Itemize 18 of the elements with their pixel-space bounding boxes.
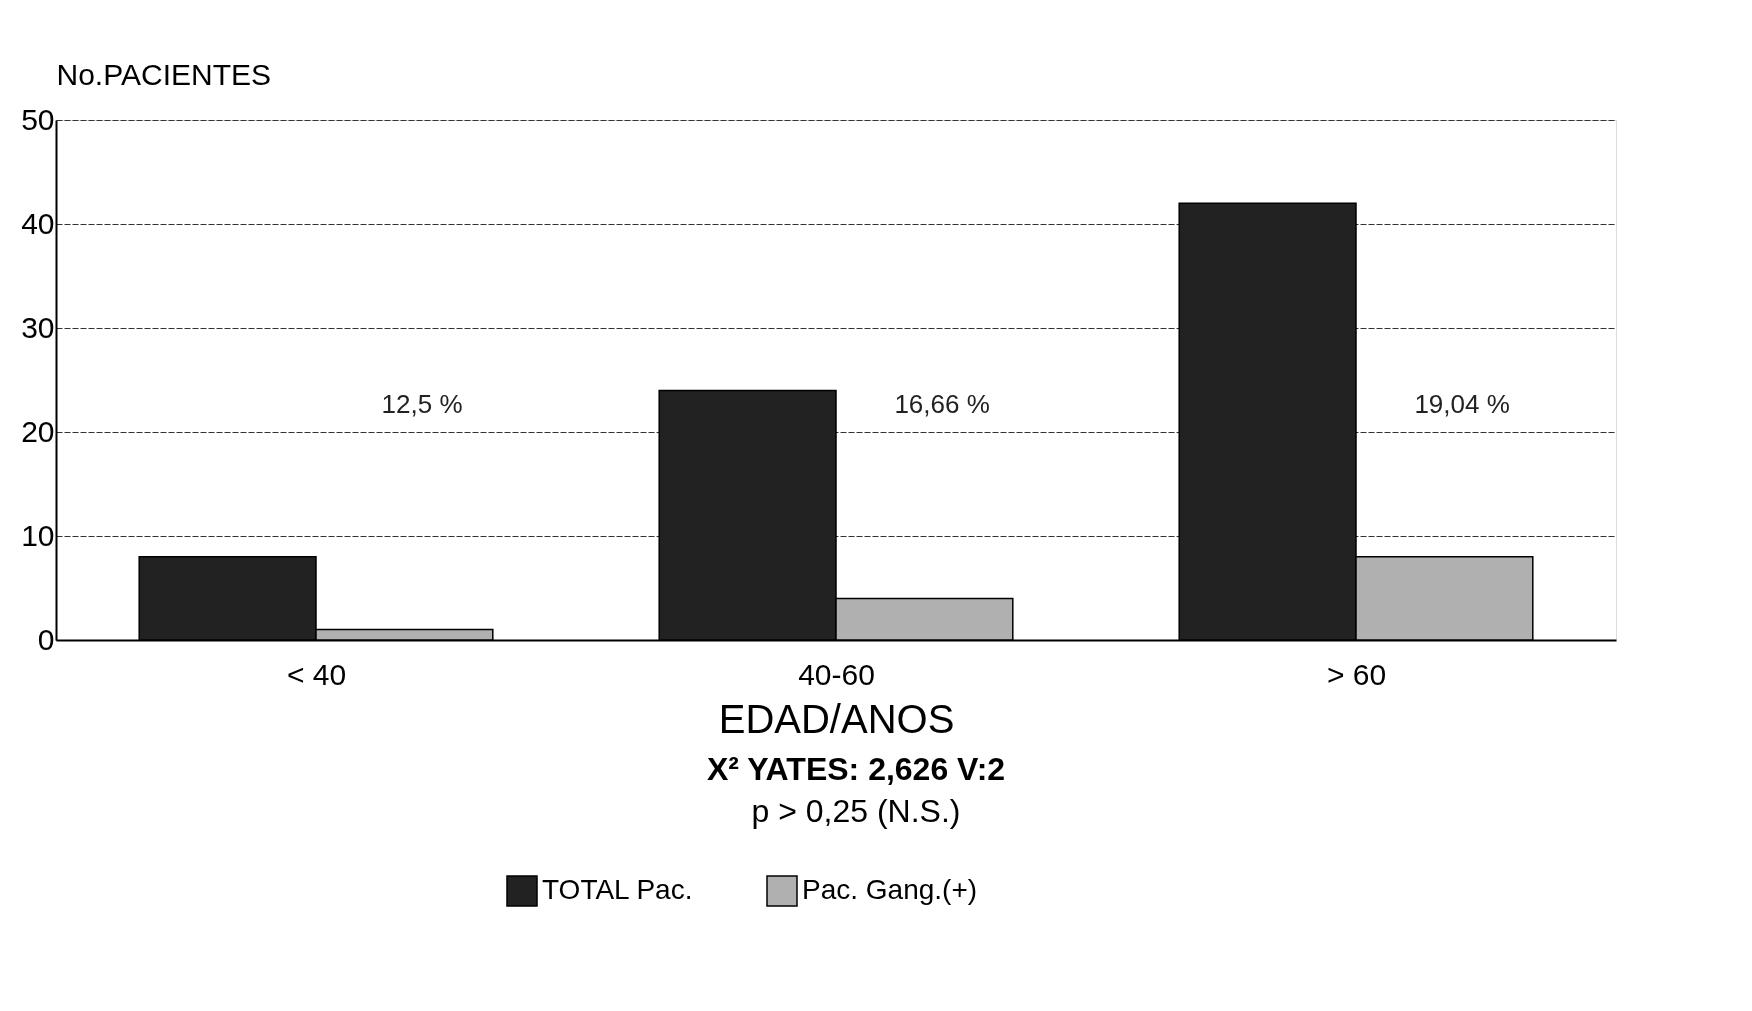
legend-label: Pac. Gang.(+) [802,874,978,905]
x-tick-label: > 60 [1326,657,1387,691]
y-tick-label: 30 [21,310,55,344]
text: X² YATES: 2,626 V:2 [706,751,1006,787]
annotation: 19,04 % [1414,388,1510,419]
x-tick-label: < 40 [286,657,347,691]
y-axis-title: No.PACIENTES [56,57,271,91]
annotation: 12,5 % [381,388,463,419]
x-axis-title: EDAD/ANOS [718,696,955,741]
y-tick-label: 20 [21,414,55,448]
y-tick-label: 50 [21,102,55,136]
annotation: 16,66 % [894,388,990,419]
y-tick-label: 40 [21,206,55,240]
y-tick-label: 0 [37,622,55,656]
legend-label: TOTAL Pac. [542,874,693,905]
text: p > 0,25 (N.S.) [751,793,961,829]
x-tick-label: 40-60 [798,657,875,691]
y-tick-label: 10 [21,518,55,552]
